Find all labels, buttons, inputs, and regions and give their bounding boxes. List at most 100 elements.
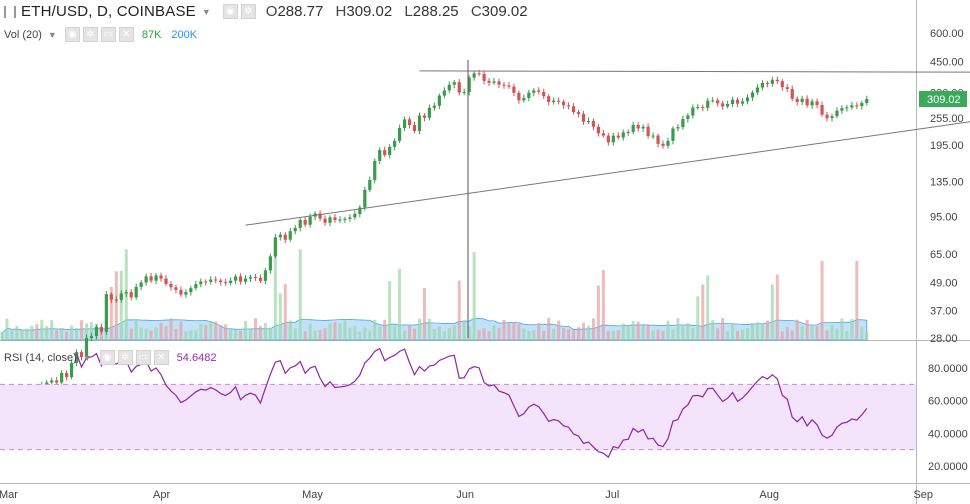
volume-bar xyxy=(338,323,342,340)
volume-bar xyxy=(447,328,451,340)
volume-bar xyxy=(611,331,615,340)
symbol-title[interactable]: ETH/USD, D, COINBASE xyxy=(21,3,196,20)
candle-body xyxy=(258,277,263,281)
candle-body xyxy=(850,105,854,108)
candle-body xyxy=(780,81,784,88)
candle-body xyxy=(840,108,844,111)
volume-bar xyxy=(15,325,19,340)
volume-bar xyxy=(760,323,764,340)
volume-bar xyxy=(755,322,759,340)
volume-bar xyxy=(825,330,829,340)
settings-icon[interactable]: ▭ xyxy=(100,27,116,42)
main-legend: ETH/USD, D, COINBASE ▼ ◉ ✲ O288.77 H309.… xyxy=(4,3,536,20)
gear-icon[interactable]: ✲ xyxy=(82,27,98,42)
volume-bar xyxy=(263,323,267,340)
candle-body xyxy=(84,338,89,358)
candle-body xyxy=(676,127,680,129)
time-tick-label: Jun xyxy=(456,489,474,501)
high-key: H xyxy=(335,3,347,20)
candle-body xyxy=(502,84,506,86)
time-tick-label: Jul xyxy=(605,489,619,501)
candle-body xyxy=(74,352,79,363)
candle-body xyxy=(214,279,218,281)
candle-body xyxy=(199,281,203,285)
candle-body xyxy=(636,125,640,129)
candle-body xyxy=(830,116,834,119)
candle-body xyxy=(855,105,859,107)
volume-bar xyxy=(577,327,581,340)
volume-bar xyxy=(860,326,864,340)
candle-body xyxy=(755,87,760,93)
candle-body xyxy=(537,90,541,92)
volume-bar xyxy=(681,326,685,340)
eye-icon[interactable]: ◉ xyxy=(64,27,80,42)
candle-body xyxy=(343,218,347,220)
volume-label[interactable]: Vol (20) xyxy=(4,28,42,41)
candle-body xyxy=(378,150,382,161)
gear-icon[interactable]: ✲ xyxy=(117,350,133,365)
candle-body xyxy=(571,106,576,113)
candle-body xyxy=(825,114,829,119)
candle-body xyxy=(124,292,128,294)
low-key: L xyxy=(404,3,413,20)
volume-bar xyxy=(532,330,536,340)
volume-bar xyxy=(134,320,138,340)
volume-bar xyxy=(298,249,302,340)
candle-body xyxy=(65,372,69,378)
volume-bar xyxy=(20,330,24,340)
volume-bar xyxy=(333,322,337,340)
close-icon[interactable]: ✕ xyxy=(118,27,134,42)
candle-body xyxy=(79,352,84,358)
volume-bar xyxy=(795,319,799,340)
candle-body xyxy=(716,100,720,104)
high-value: 309.02 xyxy=(346,3,393,20)
volume-bar xyxy=(845,331,849,340)
candle-body xyxy=(164,278,168,284)
candle-body xyxy=(224,282,228,284)
chevron-down-icon[interactable]: ▼ xyxy=(82,352,92,363)
candle-body xyxy=(437,95,441,106)
candle-body xyxy=(586,120,591,122)
candle-body xyxy=(253,276,258,278)
rsi-tick-label: 20.0000 xyxy=(928,461,968,473)
candle-body xyxy=(383,150,387,156)
menu-icon[interactable] xyxy=(4,5,16,18)
eye-icon[interactable]: ◉ xyxy=(99,350,115,365)
volume-bar xyxy=(616,330,620,340)
candle-body xyxy=(114,299,118,301)
volume-bar xyxy=(348,327,352,340)
volume-bar xyxy=(815,326,819,340)
eye-icon[interactable]: ◉ xyxy=(222,4,238,19)
candle-body xyxy=(427,107,432,118)
volume-bar xyxy=(278,293,282,340)
volume-bar xyxy=(119,270,123,340)
candle-body xyxy=(681,118,685,128)
volume-bar xyxy=(596,285,600,340)
candle-body xyxy=(432,105,436,108)
candle-body xyxy=(865,99,869,103)
rsi-label[interactable]: RSI (14, close) xyxy=(4,351,77,364)
volume-legend: Vol (20) ▼ ◉ ✲ ▭ ✕ 87K 200K xyxy=(4,27,197,42)
candle-body xyxy=(626,131,630,133)
candle-body xyxy=(820,105,824,115)
candle-body xyxy=(229,280,233,283)
candle-body xyxy=(631,125,635,132)
gear-icon[interactable]: ✲ xyxy=(240,4,256,19)
volume-bar xyxy=(383,319,387,340)
settings-icon[interactable]: ▭ xyxy=(135,350,151,365)
candle-body xyxy=(740,101,745,104)
close-icon[interactable]: ✕ xyxy=(153,350,169,365)
volume-bar xyxy=(393,325,397,340)
candle-body xyxy=(462,91,466,93)
chevron-down-icon[interactable]: ▼ xyxy=(201,6,211,17)
candle-body xyxy=(591,120,596,127)
candle-body xyxy=(129,292,133,298)
volume-bar xyxy=(413,328,417,340)
volume-bar xyxy=(253,318,257,340)
chevron-down-icon[interactable]: ▼ xyxy=(47,29,57,40)
volume-bar xyxy=(810,324,814,340)
volume-bar xyxy=(204,324,208,340)
candle-body xyxy=(293,227,297,232)
candle-body xyxy=(159,275,163,279)
